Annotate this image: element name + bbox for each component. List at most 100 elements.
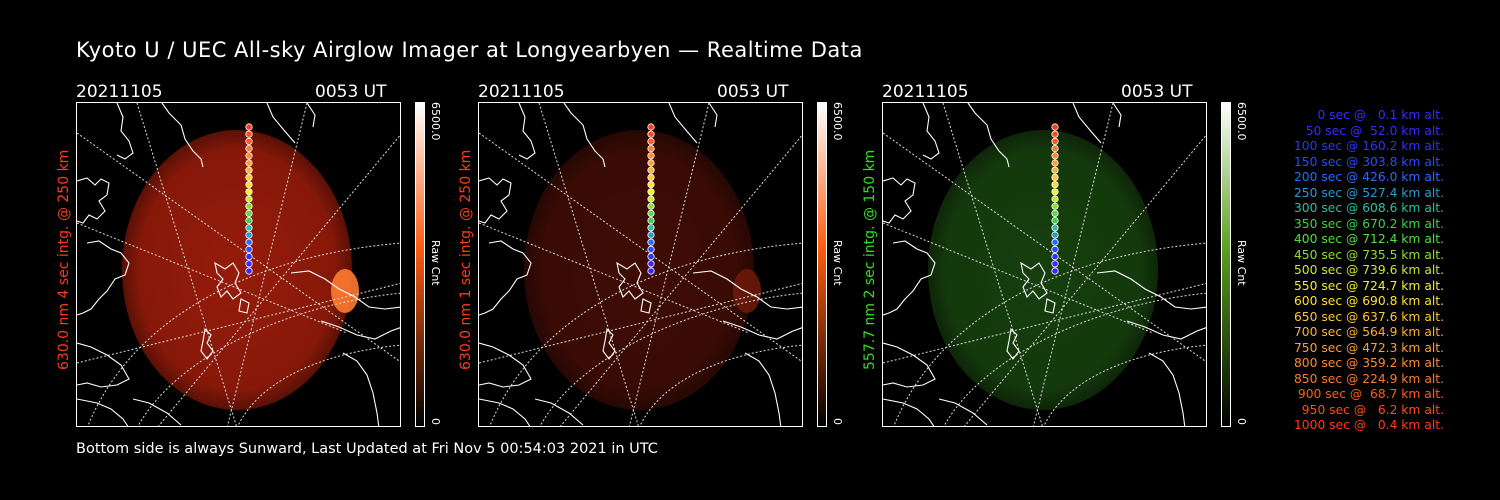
trajectory-point (245, 195, 253, 203)
trajectory-point (647, 188, 655, 196)
coastline (922, 103, 940, 160)
legend-row: 700 sec @ 564.9 km alt. (1293, 325, 1444, 339)
trajectory-point (245, 245, 253, 253)
allsky-image (478, 102, 803, 427)
page-title: Kyoto U / UEC All-sky Airglow Imager at … (76, 38, 863, 62)
coastline (722, 320, 802, 340)
trajectory-point (245, 152, 253, 160)
trajectory-point (1051, 245, 1059, 253)
coastline (534, 398, 584, 426)
coastline (1072, 103, 1102, 144)
trajectory-point (245, 181, 253, 189)
legend-row: 200 sec @ 426.0 km alt. (1293, 170, 1444, 184)
coastline (602, 327, 616, 360)
coastline (161, 103, 204, 168)
coastline (883, 398, 935, 426)
coastline (1044, 298, 1056, 314)
coastline (320, 320, 400, 340)
coastline (132, 398, 182, 426)
trajectory-point (1051, 130, 1059, 138)
coastline (479, 398, 531, 426)
allsky-map (77, 103, 400, 426)
trajectory-point (245, 130, 253, 138)
trajectory-point (1051, 260, 1059, 268)
trajectory-point (1051, 123, 1059, 131)
trajectory-point (1051, 253, 1059, 261)
trajectory-point (1051, 173, 1059, 182)
coastline (883, 240, 936, 316)
coastline (200, 327, 214, 360)
grid-line (893, 242, 1206, 426)
trajectory-point (647, 238, 655, 246)
grid-line (237, 344, 400, 426)
coastline (668, 103, 698, 144)
grid-line (77, 222, 348, 334)
colorbar-max: 6500.0 (1235, 102, 1248, 141)
trajectory-point (245, 217, 253, 225)
coastline (692, 270, 802, 310)
trajectory-point (647, 209, 655, 218)
trajectory-point (1051, 137, 1059, 146)
legend-row: 550 sec @ 724.7 km alt. (1293, 278, 1444, 293)
trajectory-point (245, 202, 253, 210)
trajectory-point (647, 231, 655, 239)
legend-row: 150 sec @ 303.8 km alt. (1293, 154, 1444, 169)
panel-date: 20211105 (882, 82, 969, 102)
allsky-map (479, 103, 802, 426)
coastline (1112, 103, 1122, 128)
colorbar-label: Raw Cnt (831, 240, 844, 286)
trajectory-point (647, 159, 655, 167)
coastline (479, 177, 512, 224)
panel-time: 0053 UT (315, 82, 387, 102)
allsky-image (882, 102, 1207, 427)
trajectory-point (245, 123, 253, 131)
allsky-map (883, 103, 1206, 426)
colorbar (415, 102, 425, 427)
trajectory-point (647, 224, 655, 232)
coastline (479, 240, 532, 316)
panel-ylabel: 630.0 nm 4 sec intg. @ 250 km (56, 149, 72, 370)
trajectory-point (1051, 209, 1059, 218)
legend-row: 100 sec @ 160.2 km alt. (1293, 139, 1444, 153)
coastline (116, 103, 134, 160)
trajectory-point (1051, 224, 1059, 232)
coastline (77, 342, 130, 388)
trajectory-point (245, 267, 253, 275)
grid-line (538, 103, 639, 426)
trajectory-point (245, 253, 253, 261)
trajectory-point (245, 144, 253, 153)
panel-time: 0053 UT (1121, 82, 1193, 102)
coastline (938, 398, 988, 426)
coastline (708, 103, 718, 128)
legend-row: 300 sec @ 608.6 km alt. (1293, 201, 1444, 215)
coastline (77, 177, 110, 224)
trajectory-point (1051, 144, 1059, 153)
trajectory-point (647, 195, 655, 203)
legend-row: 350 sec @ 670.2 km alt. (1293, 216, 1444, 231)
legend-row: 950 sec @ 6.2 km alt. (1301, 402, 1444, 417)
legend-row: 1000 sec @ 0.4 km alt. (1293, 418, 1444, 432)
grid-line (137, 292, 400, 426)
grid-line (639, 344, 802, 426)
trajectory-point (1051, 231, 1059, 239)
trajectory-point (647, 173, 655, 182)
trajectory-point (1051, 217, 1059, 225)
grid-line (943, 292, 1206, 426)
trajectory-point (647, 152, 655, 160)
legend-row: 0 sec @ 0.1 km alt. (1317, 108, 1444, 122)
grid-line (942, 103, 1043, 426)
allsky-image (76, 102, 401, 427)
trajectory-point (647, 245, 655, 253)
grid-line (136, 103, 237, 426)
coastline (1096, 270, 1206, 310)
trajectory-point (245, 224, 253, 232)
trajectory-point (647, 137, 655, 146)
panel-ylabel: 557.7 nm 2 sec intg. @ 150 km (862, 149, 878, 370)
panel-date: 20211105 (478, 82, 565, 102)
trajectory-point (647, 253, 655, 261)
coastline (214, 261, 242, 300)
grid-line (489, 242, 802, 426)
trajectory-point (1051, 195, 1059, 203)
trajectory-point (245, 209, 253, 218)
trajectory-point (1051, 166, 1059, 174)
